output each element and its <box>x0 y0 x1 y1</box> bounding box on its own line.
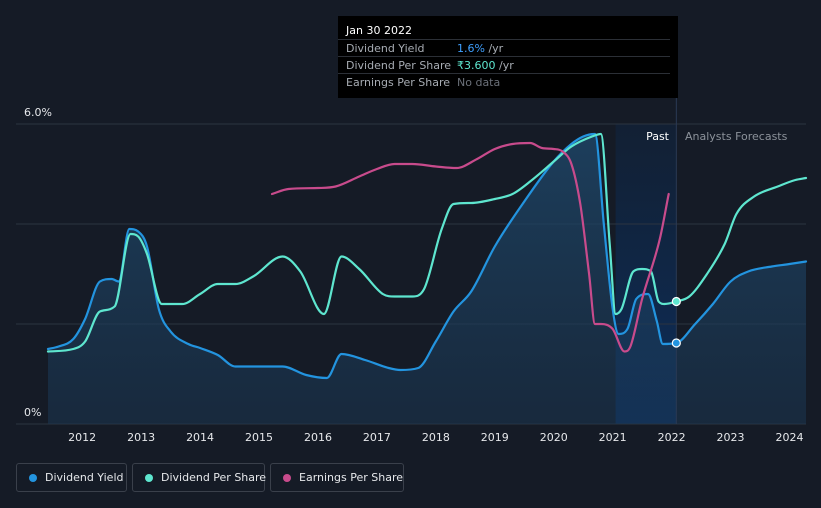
legend-label: Earnings Per Share <box>299 471 404 484</box>
x-tick-label: 2023 <box>717 431 745 444</box>
tooltip-label: Dividend Yield <box>346 42 425 55</box>
legend-label: Dividend Yield <box>45 471 124 484</box>
legend-earnings-per-share[interactable]: Earnings Per Share <box>270 463 404 492</box>
legend-label: Dividend Per Share <box>161 471 267 484</box>
dividend-yield-area <box>48 134 806 424</box>
marker-dividend-per-share <box>671 296 681 307</box>
x-tick-label: 2012 <box>68 431 96 444</box>
x-tick-label: 2020 <box>540 431 568 444</box>
x-tick-label: 2021 <box>599 431 627 444</box>
x-tick-label: 2017 <box>363 431 391 444</box>
x-tick-label: 2016 <box>304 431 332 444</box>
tooltip-row-dividend-yield: Dividend Yield 1.6% /yr <box>338 39 670 57</box>
legend-dot-icon <box>145 474 153 482</box>
tooltip-value: 1.6% /yr <box>457 42 504 55</box>
x-tick-label: 2018 <box>422 431 450 444</box>
x-tick-label: 2014 <box>186 431 214 444</box>
forecast-label: Analysts Forecasts <box>685 130 788 143</box>
legend-dividend-per-share[interactable]: Dividend Per Share <box>132 463 267 492</box>
series-line-earnings-per-share <box>270 141 670 353</box>
tooltip-label: Earnings Per Share <box>346 76 451 89</box>
series-line-dividend-yield <box>46 132 808 380</box>
y-axis-bottom-label: 0% <box>24 406 41 419</box>
tooltip-value: No data <box>457 76 501 89</box>
x-tick-label: 2015 <box>245 431 273 444</box>
x-tick-label: 2019 <box>481 431 509 444</box>
past-label: Past <box>646 130 670 143</box>
tooltip-row-dividend-per-share: Dividend Per Share ₹3.600 /yr <box>338 56 670 74</box>
tooltip-value: ₹3.600 /yr <box>457 59 514 72</box>
marker-dividend-yield <box>671 338 681 348</box>
tooltip-label: Dividend Per Share <box>346 59 452 72</box>
legend-dot-icon <box>29 474 37 482</box>
legend-dividend-yield[interactable]: Dividend Yield <box>16 463 127 492</box>
x-tick-label: 2013 <box>127 431 155 444</box>
tooltip: Jan 30 2022 Dividend Yield 1.6% /yr Divi… <box>338 16 678 98</box>
y-axis-top-label: 6.0% <box>24 106 52 119</box>
x-tick-label: 2022 <box>658 431 686 444</box>
legend-dot-icon <box>283 474 291 482</box>
tooltip-date: Jan 30 2022 <box>346 24 412 37</box>
tooltip-row-earnings-per-share: Earnings Per Share No data <box>338 73 670 91</box>
x-tick-label: 2024 <box>775 431 803 444</box>
